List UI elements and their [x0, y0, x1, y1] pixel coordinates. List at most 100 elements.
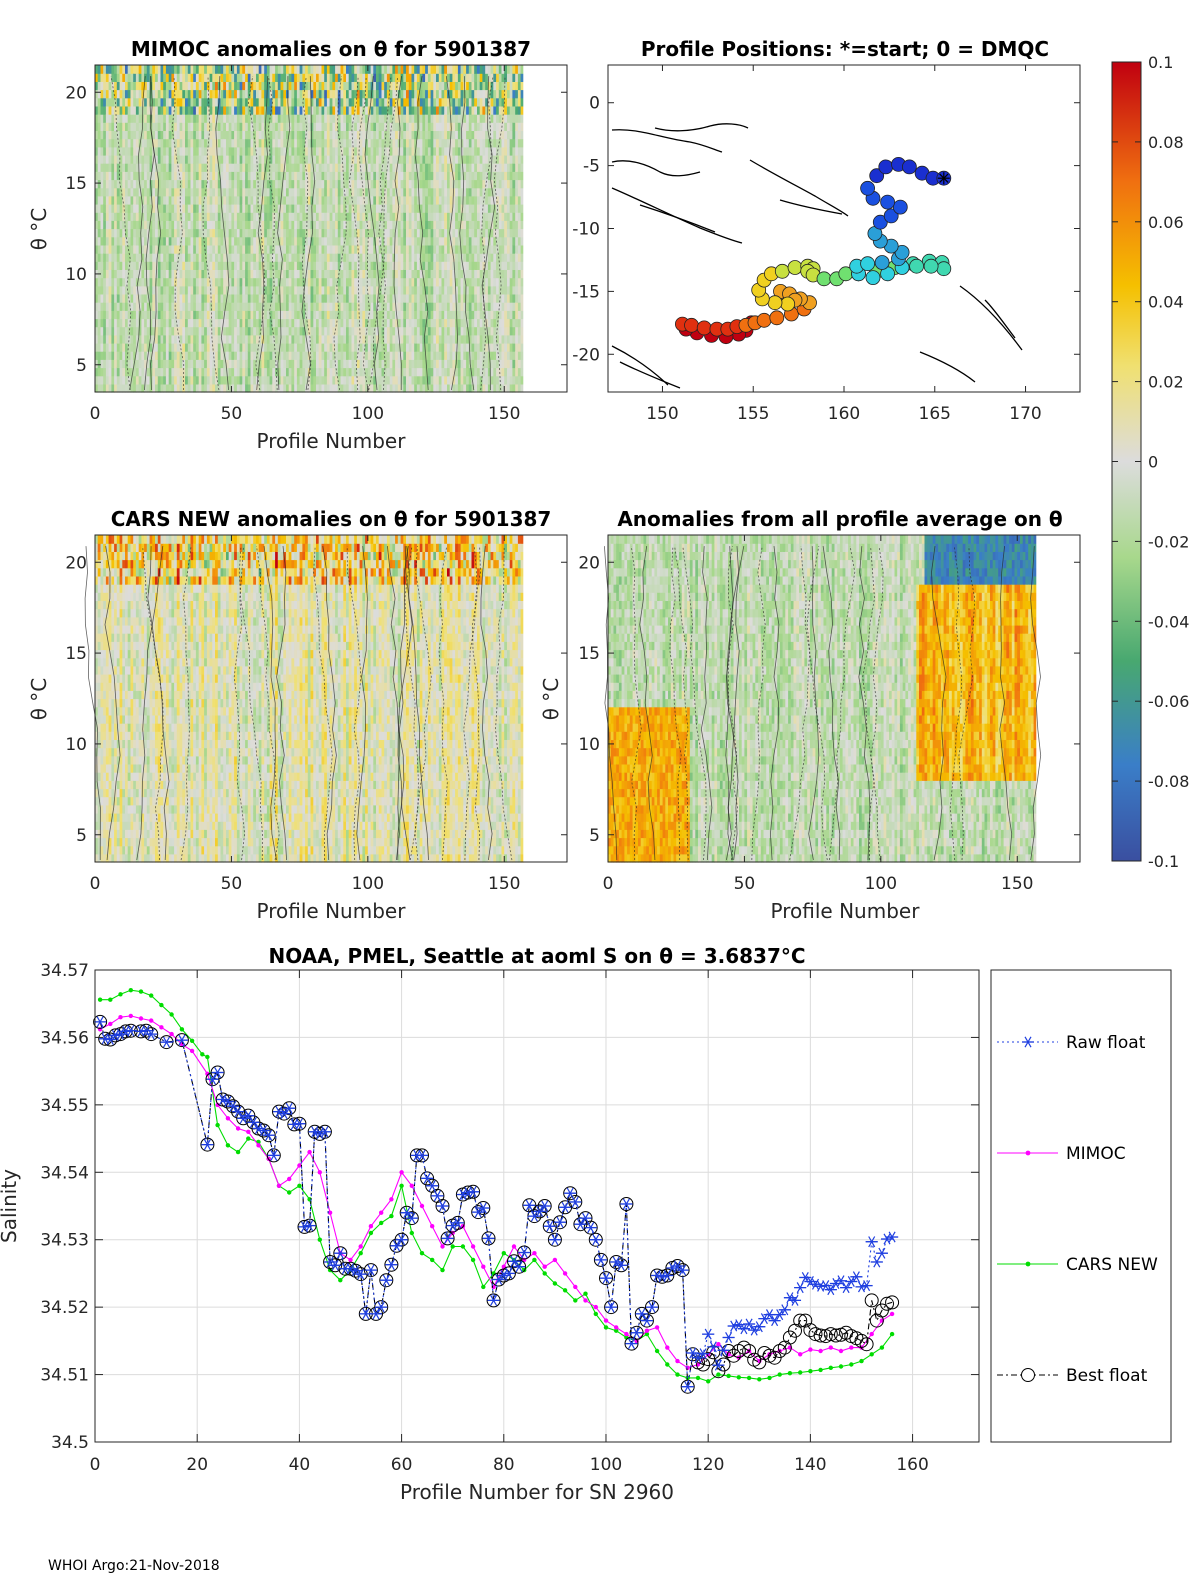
heat-cell [321, 244, 325, 254]
heat-cell [307, 318, 312, 328]
heat-cell [182, 277, 186, 287]
heat-cell [146, 122, 151, 131]
heat-cell [296, 375, 301, 385]
heat-cell [335, 204, 339, 213]
heat-cell [100, 163, 104, 172]
heat-cell [176, 318, 181, 328]
heat-cell [223, 187, 227, 197]
heat-cell [256, 277, 260, 287]
heat-cell [163, 310, 167, 320]
heat-cell [310, 65, 314, 74]
heat-cell [370, 65, 374, 74]
heat-cell [152, 130, 156, 140]
heat-cell [195, 81, 200, 91]
heat-cell [234, 130, 238, 140]
heat-cell [316, 285, 320, 295]
heat-cell [146, 73, 151, 82]
heat-cell [168, 253, 172, 262]
heat-cell [280, 277, 284, 287]
heat-cell [155, 154, 159, 164]
heat-cell [176, 122, 181, 131]
heat-cell [209, 334, 213, 344]
heat-cell [332, 244, 336, 254]
heat-cell [103, 220, 107, 230]
heat-cell [356, 171, 361, 181]
heat-cell [171, 81, 175, 91]
heat-cell [204, 122, 208, 131]
heat-cell [133, 310, 137, 320]
heat-cell [256, 122, 260, 131]
heat-cell [228, 122, 232, 131]
heat-cell [351, 302, 355, 311]
heat-cell [376, 146, 380, 156]
heat-cell [305, 65, 309, 74]
heat-cell [324, 302, 328, 311]
heat-cell [144, 122, 148, 131]
heat-cell [272, 204, 276, 213]
heat-cell [163, 154, 167, 164]
heat-cell [157, 261, 162, 270]
heat-cell [275, 261, 279, 270]
heat-cell [321, 383, 325, 393]
heat-cell [373, 334, 377, 344]
heat-cell [247, 310, 252, 320]
heat-cell [190, 138, 194, 148]
heat-cell [348, 228, 352, 238]
heat-cell [310, 97, 314, 107]
heat-cell [179, 89, 183, 99]
heat-cell [111, 187, 115, 197]
heat-cell [370, 73, 374, 82]
heat-cell [130, 154, 134, 164]
heat-cell [226, 285, 230, 295]
heat-cell [321, 253, 325, 262]
heat-cell [114, 285, 118, 295]
heat-cell [316, 81, 320, 91]
heat-cell [286, 342, 290, 352]
heat-cell [272, 179, 276, 189]
heat-cell [187, 244, 192, 254]
heat-cell [111, 285, 115, 295]
heat-cell [234, 179, 238, 189]
heat-cell [318, 105, 322, 115]
heat-cell [135, 261, 140, 270]
heat-cell [247, 130, 252, 140]
heat-cell [242, 97, 246, 107]
heat-cell [168, 187, 172, 197]
heat-cell [111, 269, 115, 279]
heat-cell [236, 342, 241, 352]
heat-cell [97, 97, 101, 107]
heat-cell [280, 122, 284, 131]
heat-cell [155, 302, 159, 311]
heat-cell [266, 105, 271, 115]
heat-cell [165, 163, 170, 172]
heat-cell [209, 81, 213, 91]
heat-cell [111, 81, 115, 91]
heat-cell [250, 375, 254, 385]
heat-cell [133, 302, 137, 311]
heat-cell [105, 269, 110, 279]
heat-cell [193, 342, 197, 352]
heat-cell [105, 253, 110, 262]
heat-cell [163, 334, 167, 344]
heat-cell [231, 293, 235, 303]
heat-cell [337, 269, 342, 279]
heat-cell [367, 130, 372, 140]
heat-cell [100, 114, 104, 123]
heat-cell [370, 122, 374, 131]
heat-cell [127, 130, 131, 140]
heat-cell [204, 318, 208, 328]
heat-cell [103, 244, 107, 254]
heat-cell [245, 179, 249, 189]
heat-cell [95, 310, 99, 320]
heat-cell [160, 285, 164, 295]
heat-cell [190, 179, 194, 189]
heat-cell [234, 269, 238, 279]
heat-cell [100, 195, 104, 205]
heat-cell [201, 187, 205, 197]
heat-cell [343, 302, 347, 311]
heat-cell [242, 73, 246, 82]
heat-cell [310, 122, 314, 131]
heat-cell [187, 187, 192, 197]
heat-cell [201, 195, 205, 205]
heat-cell [228, 179, 232, 189]
